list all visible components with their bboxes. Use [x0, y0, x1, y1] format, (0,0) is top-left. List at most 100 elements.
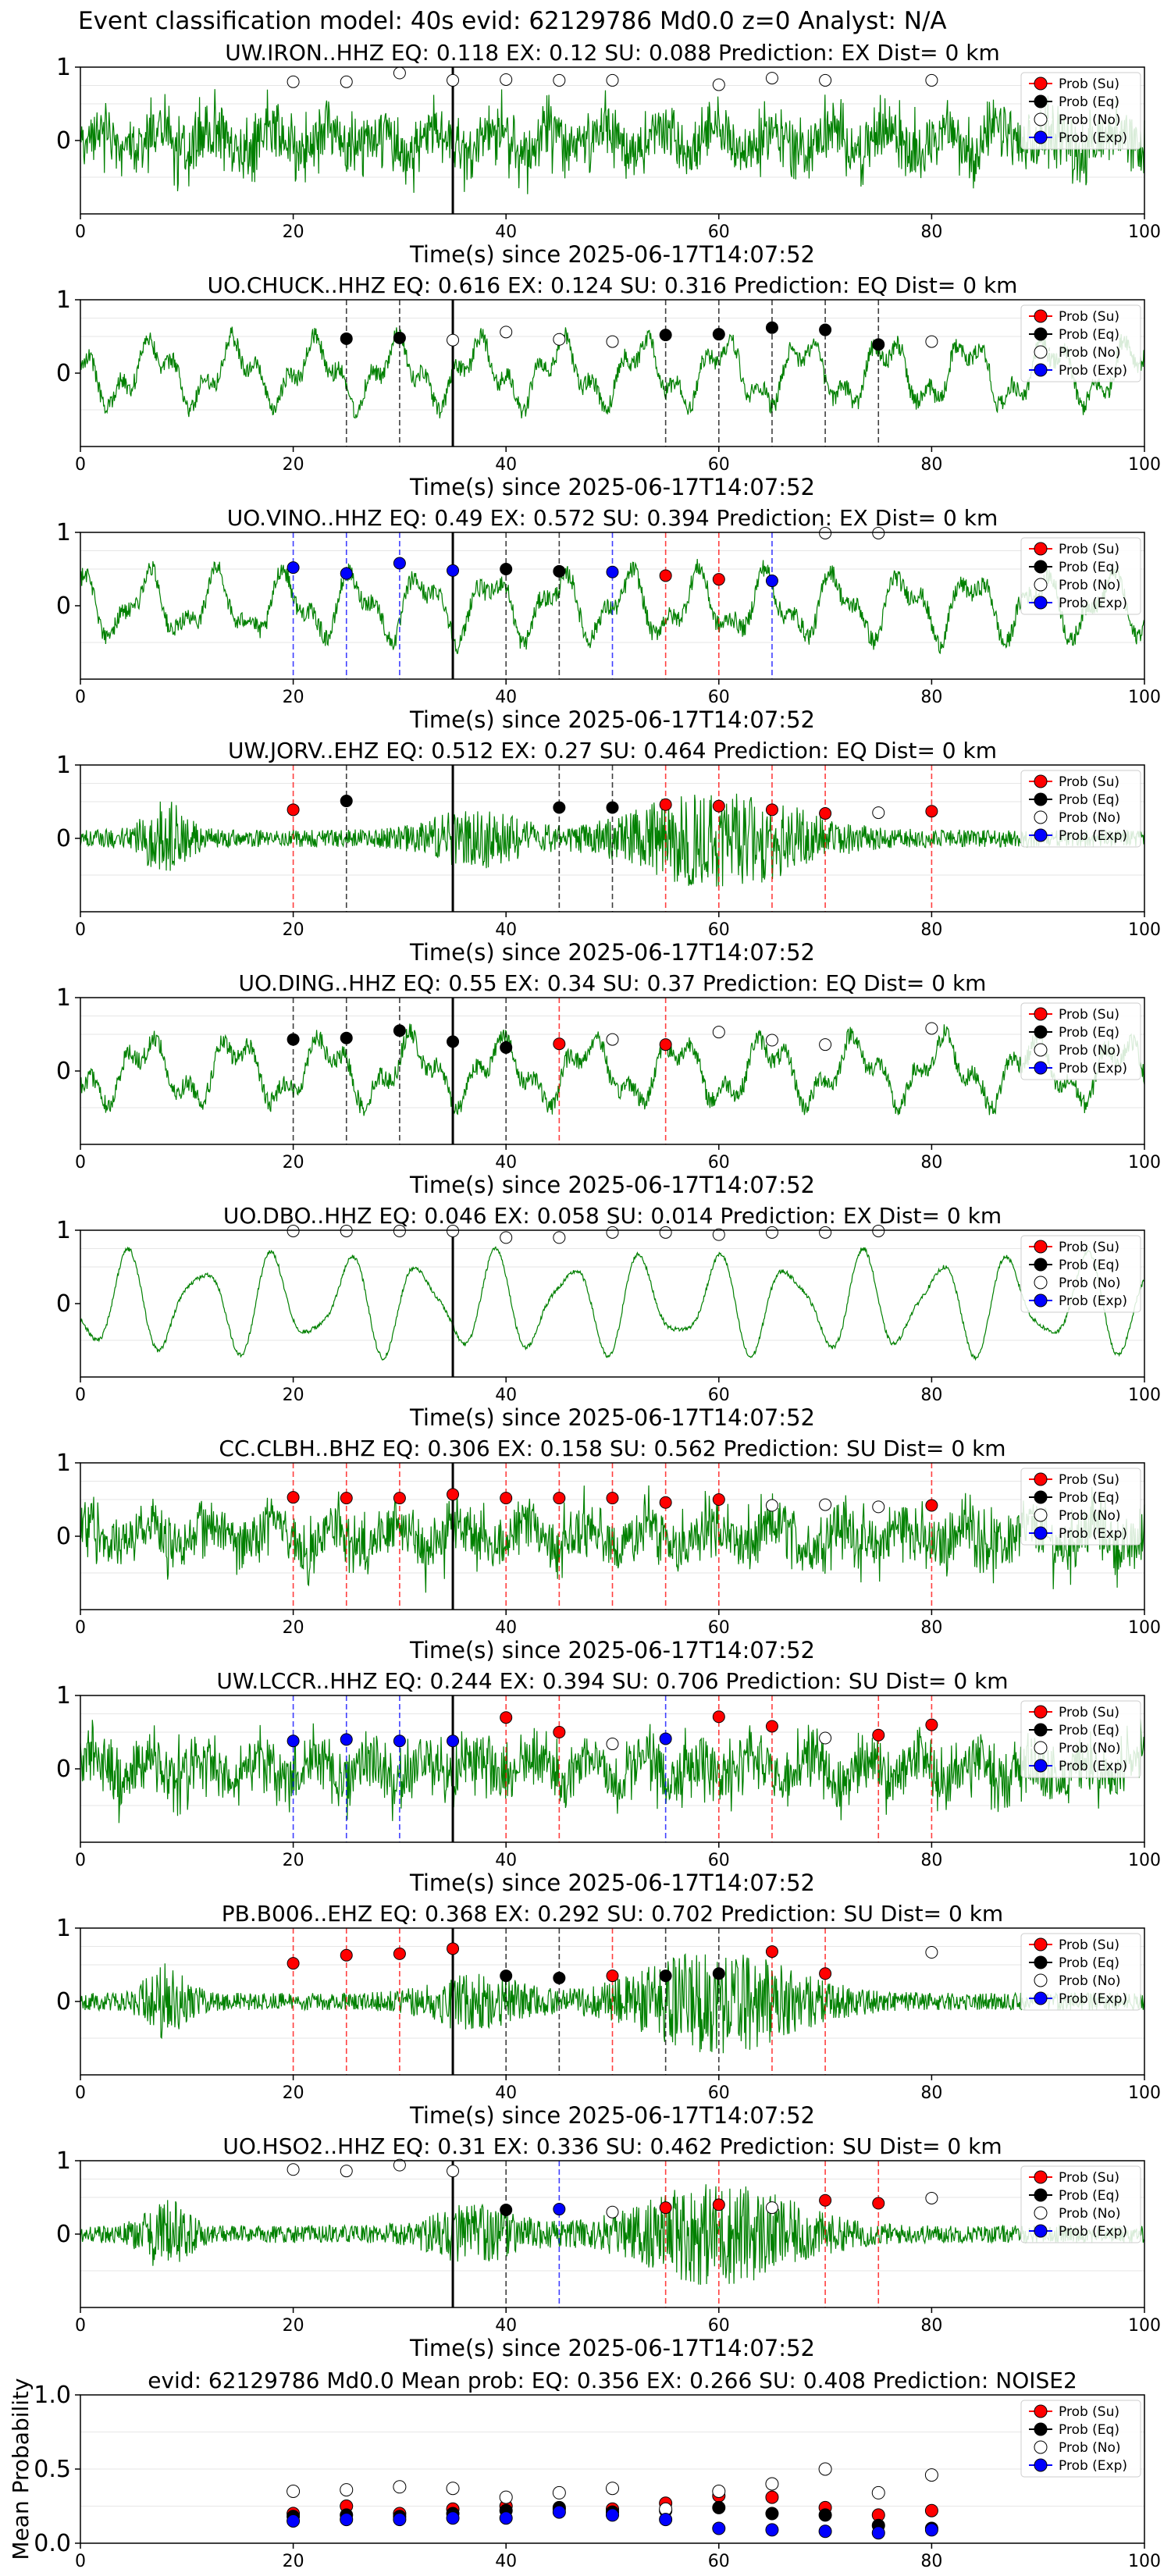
x-tick-label: 0 — [75, 1851, 86, 1870]
x-tick-label: 80 — [920, 1618, 942, 1638]
x-tick-label: 0 — [75, 1153, 86, 1172]
legend-label-su: Prob (Su) — [1059, 1937, 1119, 1953]
prob-marker-eq — [340, 1031, 353, 1044]
legend-marker-exp — [1034, 2458, 1048, 2472]
legend-marker-su — [1034, 2404, 1048, 2418]
x-tick-label: 60 — [708, 2083, 730, 2103]
mean-marker-no — [924, 2468, 938, 2482]
legend-box — [1020, 537, 1141, 615]
prob-marker-exp — [287, 561, 300, 575]
prob-marker-su — [925, 1499, 938, 1512]
prob-marker-exp — [340, 567, 353, 580]
legend-marker-su — [1034, 1240, 1048, 1254]
y-tick-label: 1 — [56, 752, 71, 779]
prob-marker-no — [500, 326, 513, 339]
prob-marker-no — [819, 1498, 832, 1511]
y-tick-label: 1 — [56, 519, 71, 546]
prob-marker-no — [606, 1226, 619, 1239]
legend-marker-su — [1034, 1472, 1048, 1486]
prob-marker-exp — [287, 1735, 300, 1748]
prob-marker-su — [819, 1967, 832, 1980]
y-tick-label: 1 — [56, 1915, 71, 1942]
prob-marker-no — [659, 1226, 672, 1239]
prob-marker-eq — [393, 331, 406, 344]
prob-marker-no — [606, 1738, 619, 1751]
x-tick-label: 40 — [495, 1153, 517, 1172]
prob-marker-su — [659, 2201, 672, 2215]
x-tick-label: 20 — [283, 2316, 304, 2336]
x-tick-label: 40 — [495, 920, 517, 940]
prob-marker-su — [500, 1492, 513, 1505]
prob-marker-no — [287, 2163, 300, 2176]
prob-marker-su — [553, 1037, 566, 1051]
prob-marker-no — [606, 335, 619, 348]
prob-marker-su — [606, 1969, 619, 1983]
mean-marker-exp — [393, 2513, 407, 2527]
x-tick-label: 0 — [75, 1618, 86, 1638]
legend-marker-no — [1034, 1741, 1048, 1755]
mean-marker-exp — [606, 2508, 619, 2522]
legend-label-su: Prob (Su) — [1059, 2170, 1119, 2186]
prob-marker-no — [765, 1226, 778, 1239]
prob-marker-su — [287, 803, 300, 817]
prob-marker-no — [340, 2165, 353, 2178]
mean-marker-eq — [712, 2500, 726, 2514]
x-tick-label: 100 — [1128, 1851, 1161, 1870]
x-tick-label: 40 — [495, 2552, 517, 2571]
y-tick-label: 1 — [56, 286, 71, 314]
mean-marker-exp — [818, 2524, 832, 2539]
legend-marker-no — [1034, 1043, 1048, 1057]
legend-label-exp: Prob (Exp) — [1059, 1526, 1127, 1542]
legend-marker-su — [1034, 1937, 1048, 1952]
chart-panel-0: UW.IRON..HHZ EQ: 0.118 EX: 0.12 SU: 0.08… — [56, 40, 1161, 268]
prob-marker-eq — [765, 321, 778, 334]
legend-label-su: Prob (Su) — [1059, 1705, 1119, 1720]
panel-title: UO.DING..HHZ EQ: 0.55 EX: 0.34 SU: 0.37 … — [239, 970, 987, 996]
prob-marker-su — [553, 1492, 566, 1505]
prob-marker-eq — [553, 801, 566, 814]
mean-marker-exp — [446, 2511, 460, 2525]
x-tick-label: 40 — [495, 688, 517, 707]
prob-marker-no — [872, 526, 885, 539]
mean-marker-no — [340, 2483, 354, 2497]
mean-marker-no — [287, 2485, 301, 2498]
legend-label-eq: Prob (Eq) — [1059, 792, 1119, 808]
legend-label-no: Prob (No) — [1059, 1973, 1121, 1989]
prob-marker-no — [340, 75, 353, 88]
prob-marker-no — [393, 66, 406, 80]
y-tick-label: 0 — [56, 1988, 71, 2016]
legend-marker-eq — [1034, 560, 1048, 574]
legend-box — [1020, 72, 1141, 150]
x-axis-label: Time(s) since 2025-06-17T14:07:52 — [409, 939, 815, 966]
prob-marker-exp — [659, 1732, 672, 1745]
x-tick-label: 100 — [1128, 1618, 1161, 1638]
prob-marker-no — [925, 73, 938, 87]
prob-marker-no — [872, 1224, 885, 1237]
panels: UW.IRON..HHZ EQ: 0.118 EX: 0.12 SU: 0.08… — [8, 40, 1161, 2571]
x-tick-label: 100 — [1128, 2552, 1161, 2571]
prob-marker-su — [765, 803, 778, 817]
x-tick-label: 80 — [920, 1851, 942, 1870]
prob-marker-su — [712, 799, 725, 813]
legend-marker-no — [1034, 810, 1048, 824]
x-tick-label: 40 — [495, 455, 517, 475]
legend-label-no: Prob (No) — [1059, 1741, 1121, 1756]
legend-marker-eq — [1034, 94, 1048, 109]
x-tick-label: 0 — [75, 920, 86, 940]
x-tick-label: 80 — [920, 688, 942, 707]
prob-marker-no — [447, 73, 460, 87]
x-tick-label: 80 — [920, 920, 942, 940]
waveform-trace — [80, 558, 1145, 655]
prob-marker-eq — [500, 1041, 513, 1054]
legend-marker-no — [1034, 1276, 1048, 1290]
prob-marker-no — [765, 1034, 778, 1047]
prob-marker-su — [659, 1038, 672, 1051]
x-tick-label: 80 — [920, 222, 942, 242]
legend-label-exp: Prob (Exp) — [1059, 1293, 1127, 1309]
legend-marker-eq — [1034, 792, 1048, 806]
legend-marker-su — [1034, 2170, 1048, 2184]
y-tick-label: 1 — [56, 2147, 71, 2175]
x-tick-label: 80 — [920, 2316, 942, 2336]
x-tick-label: 40 — [495, 1851, 517, 1870]
